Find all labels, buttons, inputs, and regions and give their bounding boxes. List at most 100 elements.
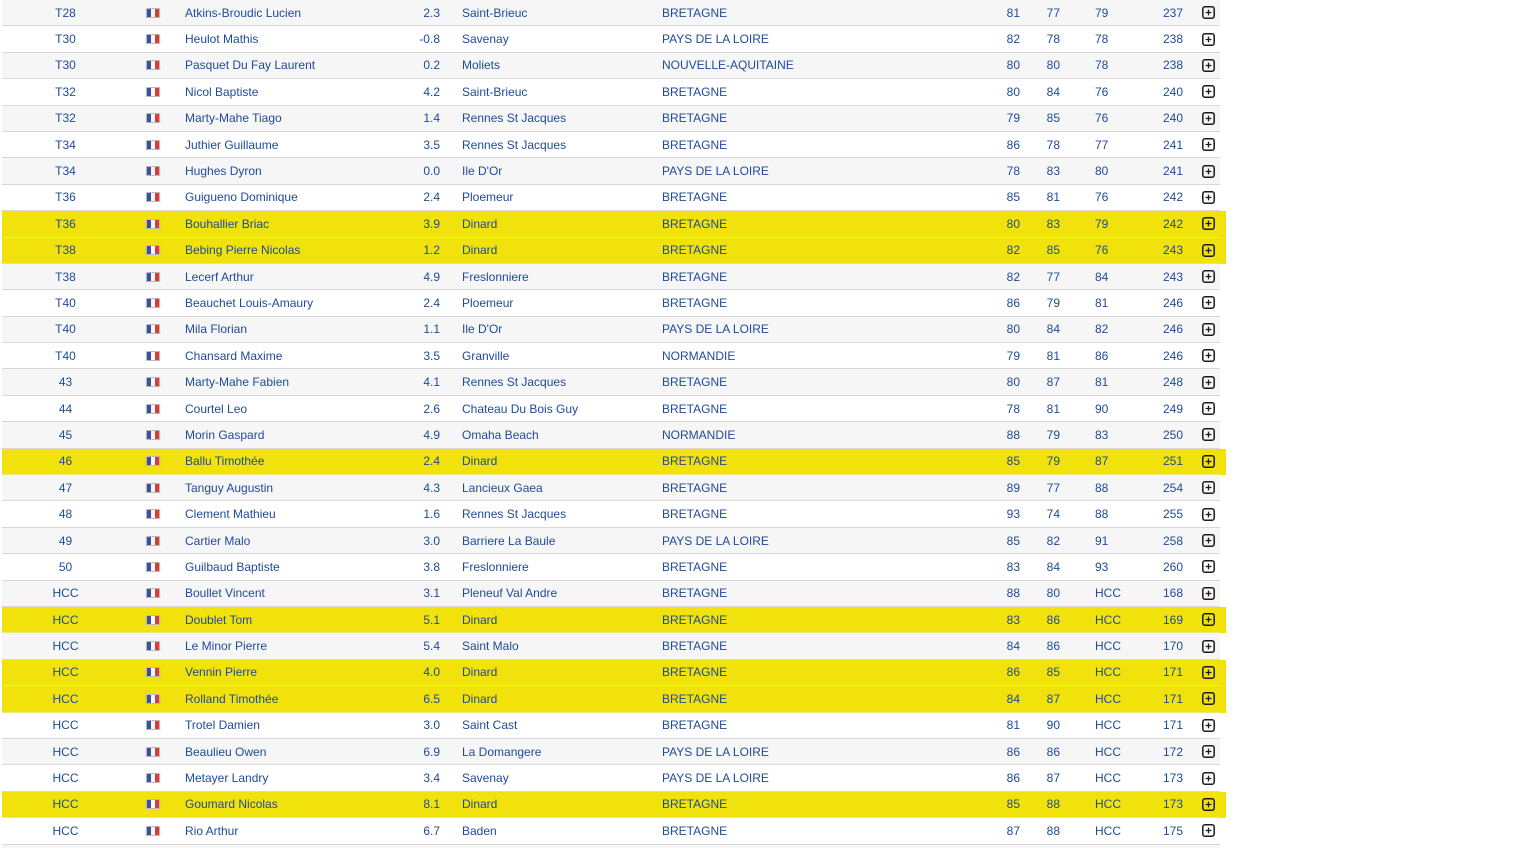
- flag-cell: [129, 139, 177, 150]
- player-name: Hughes Dyron: [185, 164, 262, 179]
- total-score: 238: [1162, 58, 1183, 73]
- expand-plus-icon[interactable]: [1202, 666, 1215, 679]
- region-name: BRETAGNE: [662, 507, 728, 522]
- expand-plus-icon[interactable]: [1202, 243, 1215, 257]
- total-score: 173: [1162, 771, 1183, 786]
- player-row: 43 Marty-Mahe Fabien 4.1 Rennes St Jacqu…: [2, 369, 1220, 396]
- handicap-index: 6.7: [423, 823, 440, 838]
- handicap-index: 2.4: [423, 190, 440, 205]
- player-name: Juthier Guillaume: [185, 137, 279, 152]
- france-flag-icon: [146, 482, 160, 493]
- expand-plus-icon[interactable]: [1202, 639, 1215, 653]
- player-row: HCC Rolland Timothée 6.5 Dinard BRETAGNE…: [2, 686, 1226, 713]
- club-name: Rennes St Jacques: [462, 137, 567, 152]
- expand-plus-icon[interactable]: [1202, 586, 1215, 600]
- handicap-index: 2.4: [423, 295, 440, 310]
- round2-score: 78: [1046, 137, 1060, 152]
- player-name: Doublet Tom: [185, 612, 253, 627]
- round2-score: 80: [1046, 586, 1060, 601]
- expand-plus-icon[interactable]: [1202, 111, 1215, 125]
- club-name: Freslonniere: [462, 559, 529, 574]
- expand-plus-icon[interactable]: [1202, 481, 1215, 495]
- expand-plus-icon[interactable]: [1202, 428, 1215, 442]
- region-name: BRETAGNE: [662, 137, 728, 152]
- total-score: 246: [1162, 322, 1183, 337]
- expand-plus-icon[interactable]: [1202, 59, 1215, 72]
- region-name: BRETAGNE: [662, 691, 728, 706]
- handicap-index: 6.5: [423, 691, 440, 706]
- region-name: BRETAGNE: [662, 454, 728, 469]
- france-flag-icon: [146, 588, 160, 599]
- player-row: T40 Beauchet Louis-Amaury 2.4 Ploemeur B…: [2, 290, 1220, 317]
- round2-score: 85: [1046, 243, 1060, 258]
- region-name: BRETAGNE: [662, 269, 728, 284]
- expand-plus-icon[interactable]: [1202, 613, 1215, 627]
- expand-plus-icon[interactable]: [1202, 296, 1215, 310]
- player-name: Rolland Timothée: [185, 691, 279, 706]
- position-cell: T34: [55, 137, 76, 152]
- expand-plus-icon[interactable]: [1202, 270, 1215, 284]
- expand-plus-icon[interactable]: [1202, 507, 1215, 521]
- round1-score: 80: [1006, 216, 1020, 231]
- player-name: Marty-Mahe Tiago: [185, 111, 282, 126]
- expand-plus-icon[interactable]: [1202, 375, 1215, 389]
- round3-score: 82: [1095, 322, 1109, 337]
- position-cell: 49: [58, 533, 73, 548]
- round3-score: 87: [1095, 454, 1109, 469]
- expand-plus-icon[interactable]: [1202, 85, 1215, 99]
- round2-score: 87: [1046, 771, 1060, 786]
- expand-plus-icon[interactable]: [1202, 402, 1215, 415]
- player-row: T38 Lecerf Arthur 4.9 Freslonniere BRETA…: [2, 263, 1220, 291]
- expand-plus-icon[interactable]: [1202, 797, 1215, 811]
- expand-plus-icon[interactable]: [1202, 349, 1215, 363]
- expand-plus-icon[interactable]: [1202, 824, 1215, 838]
- handicap-index: 4.1: [423, 375, 440, 390]
- round2-score: 88: [1046, 823, 1060, 838]
- expand-plus-icon[interactable]: [1202, 164, 1215, 178]
- flag-cell: [129, 192, 177, 203]
- player-name: Guigueno Dominique: [185, 190, 298, 205]
- total-score: 238: [1162, 32, 1183, 47]
- expand-plus-icon[interactable]: [1202, 32, 1215, 46]
- expand-plus-icon[interactable]: [1202, 322, 1215, 336]
- player-name: Guilbaud Baptiste: [185, 559, 280, 574]
- france-flag-icon: [146, 746, 160, 757]
- details-cell: [1183, 771, 1220, 785]
- round1-score: 78: [1006, 401, 1020, 416]
- details-cell: [1183, 243, 1220, 257]
- france-flag-icon: [146, 297, 160, 308]
- france-flag-icon: [146, 614, 160, 625]
- france-flag-icon: [146, 324, 160, 335]
- player-row: HCC Goumard Nicolas 8.1 Dinard BRETAGNE …: [2, 791, 1226, 819]
- position-cell: HCC: [52, 639, 79, 654]
- france-flag-icon: [146, 271, 160, 282]
- position-cell: 48: [58, 507, 73, 522]
- expand-plus-icon[interactable]: [1202, 560, 1215, 574]
- round3-score: HCC: [1095, 797, 1121, 812]
- details-cell: [1183, 138, 1220, 152]
- expand-plus-icon[interactable]: [1202, 745, 1215, 759]
- expand-plus-icon[interactable]: [1202, 534, 1215, 547]
- expand-plus-icon[interactable]: [1202, 692, 1215, 706]
- expand-plus-icon[interactable]: [1202, 138, 1215, 152]
- details-cell: [1183, 217, 1220, 231]
- region-name: PAYS DE LA LOIRE: [662, 771, 769, 786]
- france-flag-icon: [146, 509, 160, 520]
- position-cell: 47: [58, 480, 73, 495]
- round1-score: 85: [1006, 797, 1020, 812]
- expand-plus-icon[interactable]: [1202, 6, 1215, 20]
- position-cell: T38: [55, 243, 76, 258]
- expand-plus-icon[interactable]: [1202, 718, 1215, 732]
- region-name: BRETAGNE: [662, 639, 728, 654]
- round2-score: 86: [1046, 612, 1060, 627]
- flag-cell: [129, 773, 177, 784]
- expand-plus-icon[interactable]: [1202, 454, 1215, 468]
- expand-plus-icon[interactable]: [1202, 771, 1215, 785]
- round2-score: 79: [1046, 427, 1060, 442]
- expand-plus-icon[interactable]: [1202, 190, 1215, 204]
- expand-plus-icon[interactable]: [1202, 217, 1215, 231]
- player-row: T34 Juthier Guillaume 3.5 Rennes St Jacq…: [2, 131, 1220, 159]
- round3-score: 76: [1095, 190, 1109, 205]
- position-cell: HCC: [52, 612, 79, 627]
- france-flag-icon: [146, 218, 160, 229]
